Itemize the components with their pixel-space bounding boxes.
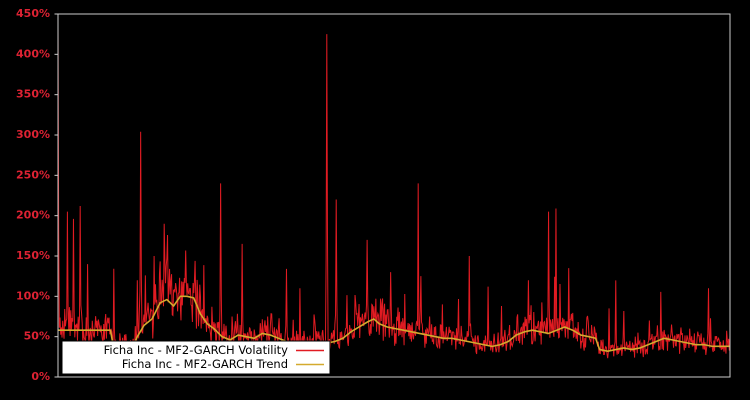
y-tick-label: 400% bbox=[16, 47, 50, 60]
y-tick-label: 300% bbox=[16, 128, 50, 141]
series-line-trend bbox=[58, 295, 730, 352]
legend-label-trend: Ficha Inc - MF2-GARCH Trend bbox=[122, 357, 288, 371]
y-tick-label: 200% bbox=[16, 209, 50, 222]
plot-area-frame bbox=[57, 13, 731, 378]
y-tick-label: 100% bbox=[16, 289, 50, 302]
y-tick-label: 150% bbox=[16, 249, 50, 262]
y-tick-label: 450% bbox=[16, 7, 50, 20]
y-tick-label: 50% bbox=[24, 330, 50, 343]
legend-background bbox=[61, 340, 331, 375]
y-tick-label: 250% bbox=[16, 168, 50, 181]
y-axis-tick-labels: 0% 50% 100% 150% 200% 250% 300% 350% 400% 450% bbox=[16, 7, 50, 383]
y-tick-label: 350% bbox=[16, 88, 50, 101]
legend-label-volatility: Ficha Inc - MF2-GARCH Volatility bbox=[104, 343, 289, 357]
chart-legend[interactable]: Ficha Inc - MF2-GARCH Volatility Ficha I… bbox=[61, 340, 331, 375]
y-axis-tick-marks bbox=[54, 13, 58, 378]
data-series-layer bbox=[57, 26, 731, 359]
plot-area-background bbox=[58, 14, 730, 377]
y-tick-label: 0% bbox=[31, 370, 50, 383]
